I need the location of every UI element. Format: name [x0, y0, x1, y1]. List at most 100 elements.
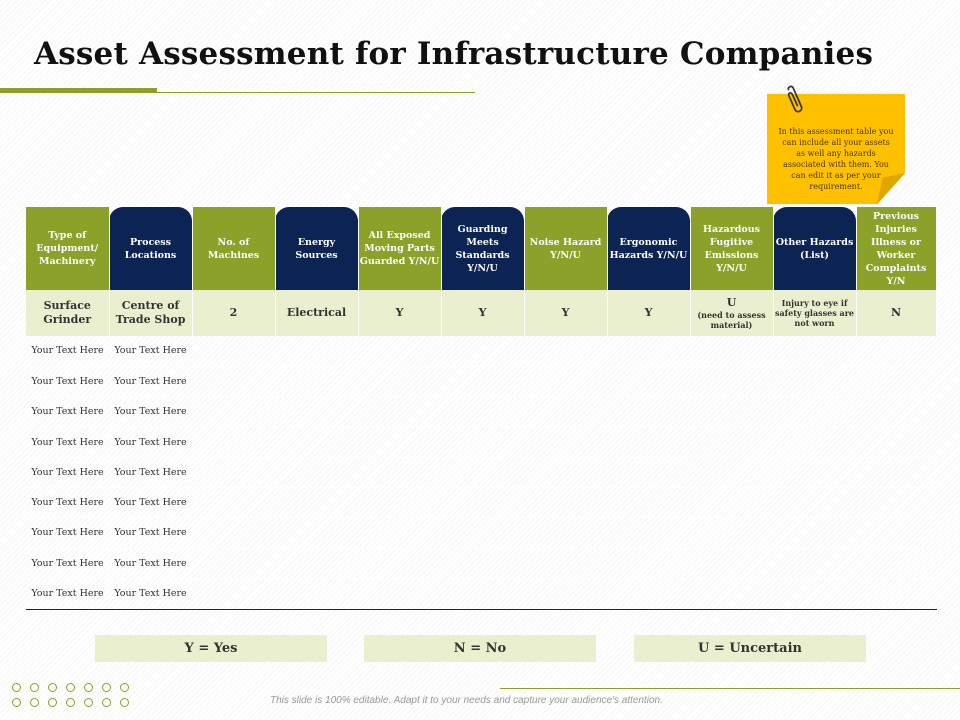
empty-cell	[856, 396, 936, 428]
empty-cell	[690, 426, 773, 458]
empty-cell	[856, 457, 936, 488]
empty-cell	[773, 366, 856, 398]
empty-cell	[607, 517, 690, 549]
empty-cell	[690, 487, 773, 519]
table-row: Your Text Here Your Text Here	[26, 517, 936, 549]
cell-process-location: Centre of Trade Shop	[109, 290, 193, 336]
placeholder-cell: Your Text Here	[109, 487, 192, 519]
header-previous-injuries: Previous Injuries Illness or Worker Comp…	[856, 207, 937, 290]
placeholder-cell: Your Text Here	[109, 366, 192, 398]
placeholder-cell: Your Text Here	[109, 517, 192, 549]
placeholder-cell: Your Text Here	[109, 336, 192, 367]
empty-cell	[441, 426, 524, 458]
table-row: Your Text Here Your Text Here	[26, 396, 936, 428]
placeholder-cell: Your Text Here	[26, 457, 109, 488]
cell-guarding-standards: Y	[441, 290, 525, 336]
header-machine-count: No. of Machines	[192, 207, 276, 290]
cell-fugitive-emissions-note: (need to assess material)	[697, 310, 766, 330]
empty-cell	[192, 548, 275, 579]
empty-cell	[690, 396, 773, 428]
empty-cell	[607, 396, 690, 428]
cell-fugitive-emissions: U (need to assess material)	[690, 290, 774, 336]
empty-cell	[441, 487, 524, 519]
empty-cell	[275, 366, 358, 398]
decoration-dot	[30, 683, 39, 692]
empty-cell	[856, 487, 936, 519]
empty-cell	[358, 517, 441, 549]
placeholder-cell: Your Text Here	[109, 457, 192, 488]
empty-cell	[524, 487, 607, 519]
legend-yes: Y = Yes	[95, 635, 327, 662]
table-row: Your Text Here Your Text Here	[26, 578, 936, 610]
legend-uncertain: U = Uncertain	[634, 635, 866, 662]
table-row: Your Text Here Your Text Here	[26, 366, 936, 398]
empty-cell	[690, 366, 773, 398]
empty-cell	[358, 578, 441, 610]
placeholder-cell: Your Text Here	[26, 487, 109, 519]
empty-cell	[856, 426, 936, 458]
decoration-dot	[120, 683, 129, 692]
title-underline	[157, 92, 475, 93]
empty-cell	[275, 487, 358, 519]
footer-rule	[500, 688, 960, 689]
empty-cell	[773, 336, 856, 367]
assessment-table: Type of Equipment/ Machinery Process Loc…	[26, 207, 937, 610]
empty-cell	[607, 426, 690, 458]
empty-cell	[358, 366, 441, 398]
empty-cell	[275, 548, 358, 579]
page-title: Asset Assessment for Infrastructure Comp…	[34, 36, 874, 72]
table-bottom-rule	[26, 609, 937, 610]
empty-cell	[358, 426, 441, 458]
decoration-dot	[48, 683, 57, 692]
empty-cell	[192, 517, 275, 549]
empty-cell	[856, 336, 936, 367]
header-noise-hazard: Noise Hazard Y/N/U	[524, 207, 608, 290]
cell-energy-source: Electrical	[275, 290, 359, 336]
empty-cell	[441, 517, 524, 549]
table-row: Your Text Here Your Text Here	[26, 426, 936, 458]
placeholder-cell: Your Text Here	[109, 426, 192, 458]
empty-cell	[192, 426, 275, 458]
empty-cell	[524, 366, 607, 398]
placeholder-cell: Your Text Here	[26, 336, 109, 367]
empty-cell	[607, 366, 690, 398]
cell-machine-count: 2	[192, 290, 276, 336]
cell-equipment-type: Surface Grinder	[26, 290, 110, 336]
empty-cell	[358, 336, 441, 367]
decoration-dot	[84, 698, 93, 707]
empty-cell	[441, 396, 524, 428]
empty-cell	[607, 336, 690, 367]
decoration-dot	[120, 698, 129, 707]
empty-cell	[441, 548, 524, 579]
empty-cell	[607, 578, 690, 610]
empty-cell	[192, 366, 275, 398]
empty-cell	[275, 426, 358, 458]
cell-fugitive-emissions-value: U	[726, 296, 737, 309]
empty-cell	[524, 336, 607, 367]
header-moving-parts-guarded: All Exposed Moving Parts Guarded Y/N/U	[358, 207, 442, 290]
table-row: Surface Grinder Centre of Trade Shop 2 E…	[26, 290, 937, 336]
table-row: Your Text Here Your Text Here	[26, 487, 936, 519]
empty-cell	[856, 517, 936, 549]
empty-cell	[524, 517, 607, 549]
empty-cell	[773, 548, 856, 579]
table-row: Your Text Here Your Text Here	[26, 457, 936, 488]
placeholder-cell: Your Text Here	[26, 517, 109, 549]
empty-cell	[690, 457, 773, 488]
empty-cell	[275, 336, 358, 367]
decoration-dot	[84, 683, 93, 692]
empty-cell	[275, 578, 358, 610]
placeholder-rows: Your Text Here Your Text Here Your Text He…	[26, 336, 936, 610]
decoration-dot	[66, 698, 75, 707]
header-other-hazards: Other Hazards (List)	[773, 207, 857, 290]
empty-cell	[690, 336, 773, 367]
empty-cell	[690, 517, 773, 549]
table-row: Your Text Here Your Text Here	[26, 336, 936, 367]
empty-cell	[607, 548, 690, 579]
empty-cell	[524, 548, 607, 579]
empty-cell	[773, 487, 856, 519]
empty-cell	[358, 548, 441, 579]
footer-note: This slide is 100% editable. Adapt it to…	[270, 695, 663, 706]
empty-cell	[524, 426, 607, 458]
empty-cell	[856, 366, 936, 398]
